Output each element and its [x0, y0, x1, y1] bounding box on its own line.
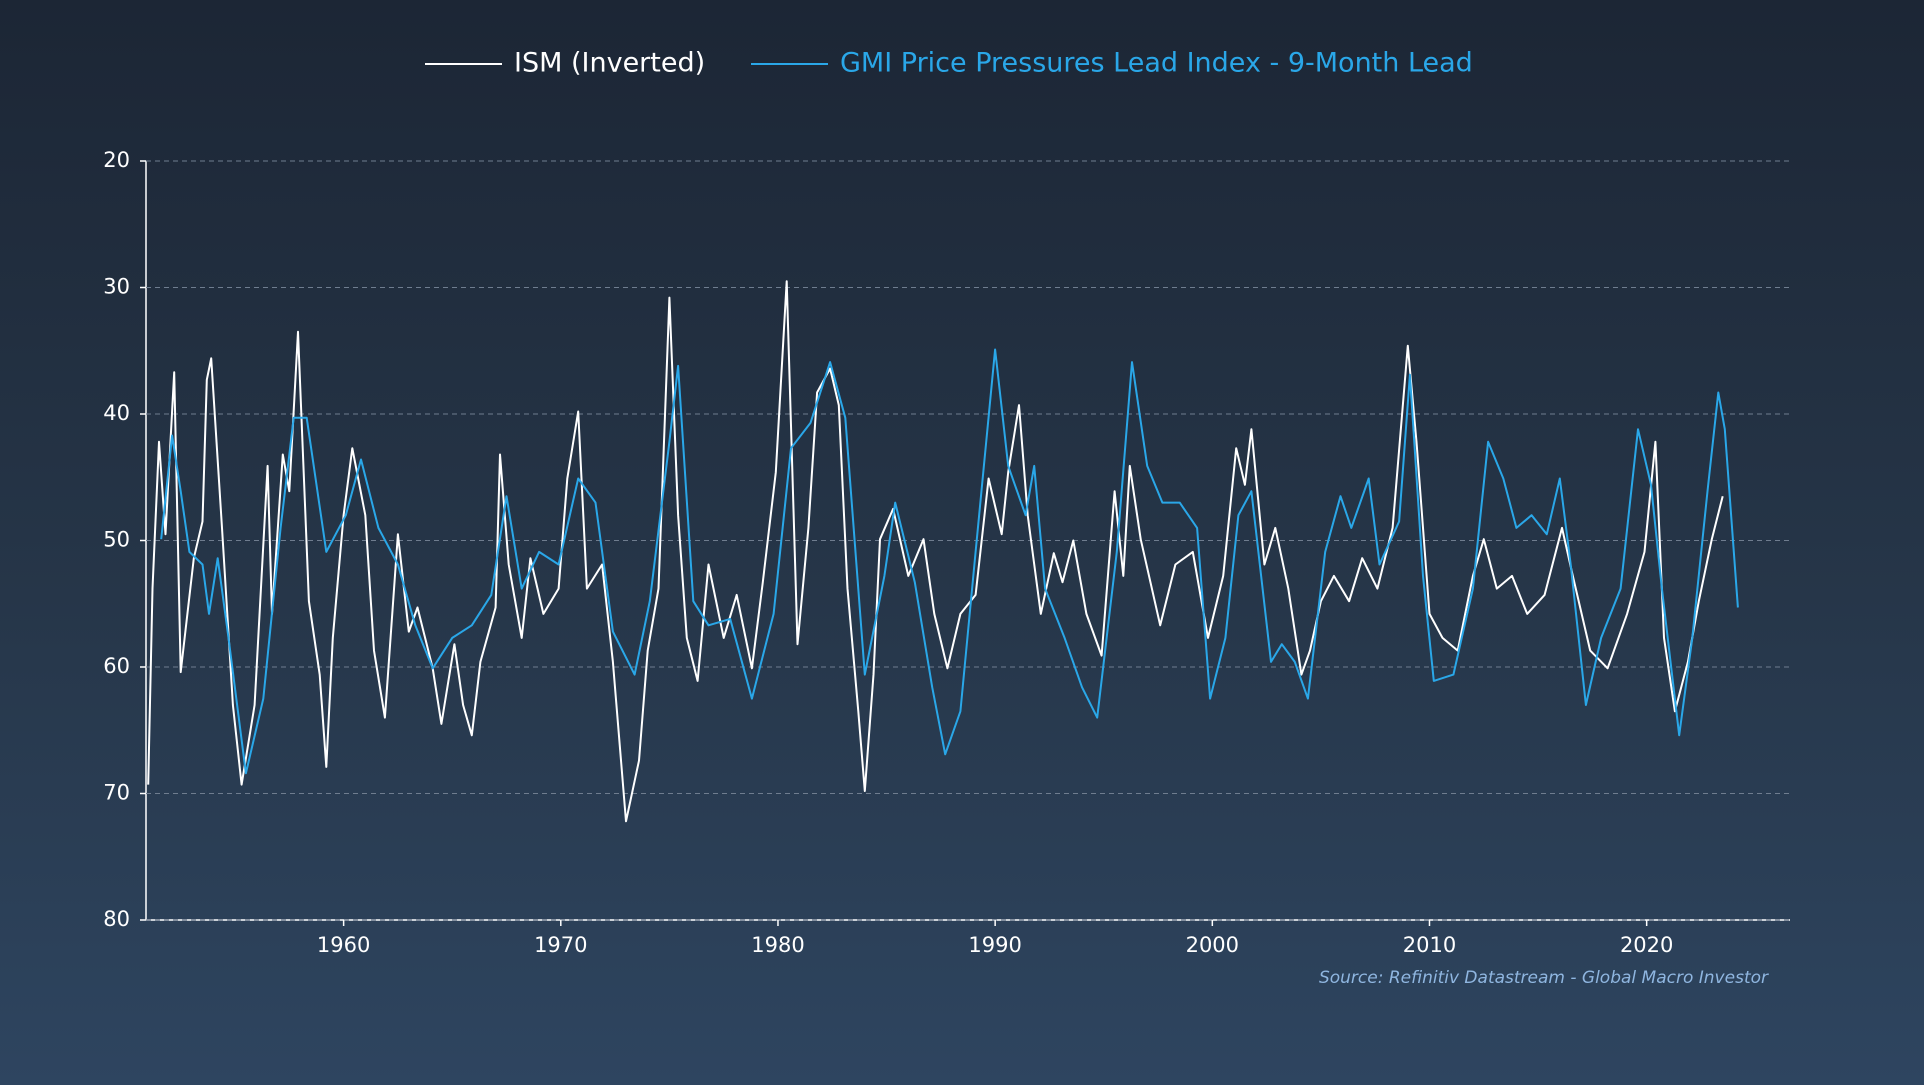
- legend-label: ISM (Inverted): [514, 48, 705, 79]
- line-series: [147, 280, 1724, 823]
- source-note: Source: Refinitiv Datastream - Global Ma…: [1319, 968, 1769, 988]
- x-tick-label: 2000: [1186, 933, 1239, 957]
- x-tick-label: 1980: [751, 933, 804, 957]
- x-tick-label: 2010: [1403, 933, 1456, 957]
- x-tick-label: 1990: [968, 933, 1021, 957]
- x-tick-label: 2020: [1620, 933, 1673, 957]
- legend-label: GMI Price Pressures Lead Index - 9-Month…: [840, 48, 1473, 79]
- line-series: [160, 348, 1739, 775]
- y-tick-label: 40: [103, 401, 130, 425]
- y-tick-label: 20: [103, 148, 130, 172]
- y-tick-label: 80: [103, 907, 130, 931]
- y-tick-label: 70: [103, 781, 130, 805]
- x-tick-label: 1960: [317, 933, 370, 957]
- y-tick-label: 30: [103, 275, 130, 299]
- y-tick-label: 50: [103, 528, 130, 552]
- x-tick-label: 1970: [534, 933, 587, 957]
- y-tick-label: 60: [103, 654, 130, 678]
